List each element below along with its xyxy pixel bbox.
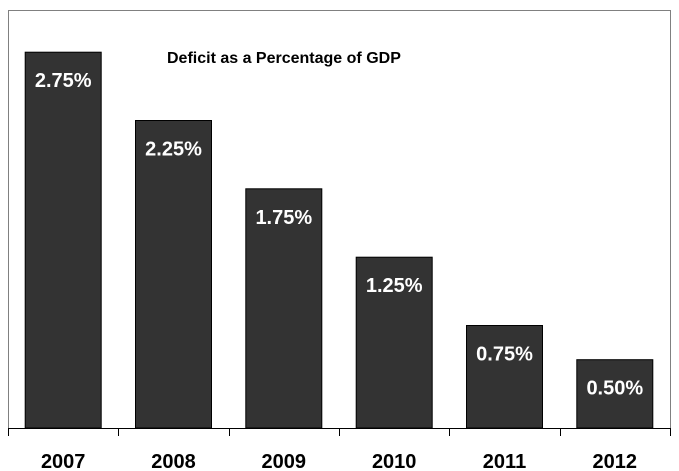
bar-2009 bbox=[245, 188, 323, 429]
x-tick-label-2012: 2012 bbox=[593, 451, 638, 471]
x-tick-label-2010: 2010 bbox=[372, 451, 417, 471]
bar-value-label-2012: 0.50% bbox=[586, 378, 643, 400]
bar-2010 bbox=[355, 256, 433, 429]
bar-value-label-2009: 1.75% bbox=[255, 207, 312, 229]
x-tick-label-2008: 2008 bbox=[151, 451, 196, 471]
x-tick-label-2009: 2009 bbox=[262, 451, 307, 471]
bars-layer: 2.75% 2.25% 1.75% 1.25% 0.75% 0.50% bbox=[24, 51, 654, 429]
chart-title: Deficit as a Percentage of GDP bbox=[167, 50, 401, 67]
x-tick-label-2007: 2007 bbox=[41, 451, 86, 471]
bar-2012 bbox=[576, 359, 654, 429]
bar-value-label-2008: 2.25% bbox=[145, 139, 202, 161]
x-tick-labels-layer: 2007 2008 2009 2010 2011 2012 bbox=[41, 451, 637, 471]
bar-2011 bbox=[466, 325, 543, 429]
x-ticks-layer bbox=[8, 428, 671, 436]
bar-2007 bbox=[24, 51, 102, 429]
x-tick-label-2011: 2011 bbox=[483, 451, 526, 471]
bar-value-label-2010: 1.25% bbox=[366, 275, 423, 297]
bar-value-label-2011: 0.75% bbox=[476, 344, 533, 366]
bar-2008 bbox=[135, 120, 212, 429]
bar-value-label-2007: 2.75% bbox=[35, 70, 92, 92]
plot-frame bbox=[8, 10, 671, 429]
